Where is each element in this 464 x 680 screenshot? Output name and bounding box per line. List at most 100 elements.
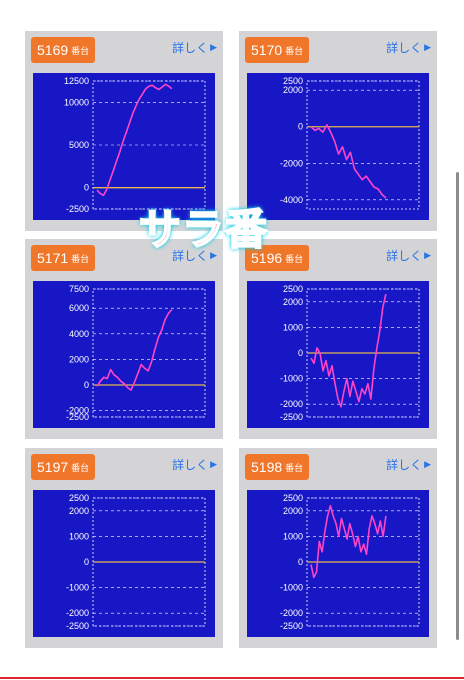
y-tick-label: 2500 [69,493,89,503]
slump-chart: -2500 -2000 -1000 0 1000 2000 2500 [247,281,429,428]
balance-line [96,83,173,197]
detail-link-label: 詳しく [386,41,423,55]
balance-line [310,504,387,579]
y-tick-label: 0 [298,557,303,567]
y-tick-label: -2500 [280,412,303,422]
y-tick-label: 2000 [283,85,303,95]
y-tick-label: 5000 [69,140,89,150]
machine-number-badge: 5198 番台 [245,454,310,480]
y-tick-label: 0 [298,122,303,132]
machine-number-suffix: 番台 [71,46,90,57]
machine-number-suffix: 番台 [285,463,304,474]
y-tick-label: 0 [84,183,89,193]
y-tick-label: 10000 [64,97,89,107]
slump-chart: -2500 -2000 -1000 0 1000 2000 2500 [247,490,429,637]
machine-number-badge: 5169 番台 [31,37,96,63]
balance-line [96,308,173,391]
detail-link-label: 詳しく [172,41,209,55]
y-tick-label: -2500 [66,621,89,631]
machine-number-badge: 5197 番台 [31,454,96,480]
chart-svg: -2500 -2000 -1000 0 1000 2000 2500 [66,493,206,631]
detail-link[interactable]: 詳しく ▶ [172,456,217,473]
machine-number-badge: 5171 番台 [31,245,96,271]
y-tick-label: 0 [84,380,89,390]
plot-frame [306,80,420,210]
y-tick-label: 4000 [69,329,89,339]
machine-number-suffix: 番台 [71,254,90,265]
y-tick-label: 2000 [69,506,89,516]
triangle-right-icon: ▶ [210,250,217,261]
slump-chart: -4000 -2000 0 2000 2500 [247,73,429,220]
detail-link-label: 詳しく [172,458,209,472]
triangle-right-icon: ▶ [210,42,217,53]
y-tick-label: 12500 [64,76,89,86]
detail-link[interactable]: 詳しく ▶ [172,39,217,56]
y-tick-label: -1000 [280,374,303,384]
triangle-right-icon: ▶ [424,459,431,470]
machine-number: 5170 [251,42,283,58]
slump-chart: -2500 0 5000 10000 12500 [33,73,215,220]
y-tick-label: 6000 [69,303,89,313]
machine-number: 5171 [37,250,69,266]
y-tick-label: -2000 [280,399,303,409]
machine-number-suffix: 番台 [285,46,304,57]
machine-card-5170: 5170 番台 詳しく ▶ -4000 -2000 0 2000 2500 [239,31,437,231]
detail-link[interactable]: 詳しく ▶ [172,247,217,264]
detail-link[interactable]: 詳しく ▶ [386,39,431,56]
y-tick-label: -2500 [66,412,89,422]
machine-card-5169: 5169 番台 詳しく ▶ -2500 0 5000 10000 12500 [25,31,223,231]
machine-number: 5197 [37,459,69,475]
machine-card-5197: 5197 番台 詳しく ▶ -2500 -2000 -1000 0 1000 2000 25… [25,448,223,648]
machine-number-suffix: 番台 [71,463,90,474]
overlay-caption: サラ番 [138,204,269,255]
chart-svg: -2500 -2000 -1000 0 1000 2000 2500 [280,493,420,631]
y-tick-label: -2000 [66,608,89,618]
y-tick-label: 7500 [69,284,89,294]
y-tick-label: 2500 [283,284,303,294]
machine-number: 5196 [251,250,283,266]
balance-line [310,124,387,199]
triangle-right-icon: ▶ [210,459,217,470]
chart-svg: -2500 -2000 -1000 0 1000 2000 2500 [280,284,420,422]
y-tick-label: -2500 [280,621,303,631]
y-tick-label: -1000 [280,583,303,593]
bottom-divider [0,677,464,679]
y-tick-label: 2500 [283,493,303,503]
triangle-right-icon: ▶ [424,42,431,53]
detail-link-label: 詳しく [386,249,423,263]
y-tick-label: 2000 [283,506,303,516]
scrollbar[interactable] [456,172,459,640]
chart-svg: -2500-2000 0 2000 4000 6000 7500 [66,284,206,422]
detail-link-label: 詳しく [172,249,209,263]
y-tick-label: 0 [84,557,89,567]
y-tick-label: 1000 [283,531,303,541]
slump-chart: -2500 -2000 -1000 0 1000 2000 2500 [33,490,215,637]
y-tick-label: -4000 [280,195,303,205]
y-tick-label: 1000 [283,322,303,332]
machine-number: 5198 [251,459,283,475]
detail-link[interactable]: 詳しく ▶ [386,456,431,473]
y-tick-label: 2000 [283,297,303,307]
machine-number-suffix: 番台 [285,254,304,265]
detail-link[interactable]: 詳しく ▶ [386,247,431,264]
y-tick-label: -2000 [66,406,89,416]
detail-link-label: 詳しく [386,458,423,472]
y-tick-label: 2000 [69,354,89,364]
y-tick-label: -2000 [280,158,303,168]
y-tick-label: 0 [298,348,303,358]
y-tick-label: 1000 [69,531,89,541]
y-tick-label: -1000 [66,583,89,593]
y-tick-label: -2500 [66,204,89,214]
machine-number-badge: 5170 番台 [245,37,310,63]
machine-card-5196: 5196 番台 詳しく ▶ -2500 -2000 -1000 0 1000 2000 25… [239,239,437,439]
chart-svg: -2500 0 5000 10000 12500 [64,76,206,214]
machine-card-5198: 5198 番台 詳しく ▶ -2500 -2000 -1000 0 1000 2000 25… [239,448,437,648]
y-tick-label: 2500 [283,76,303,86]
slump-chart: -2500 -2000 0 2000 4000 6000 7500 [33,281,215,428]
machine-card-5171: 5171 番台 詳しく ▶ -2500 -2000 0 2000 4000 6000 750… [25,239,223,439]
y-tick-label: -2000 [280,608,303,618]
machine-number: 5169 [37,42,69,58]
triangle-right-icon: ▶ [424,250,431,261]
balance-line [310,293,387,408]
